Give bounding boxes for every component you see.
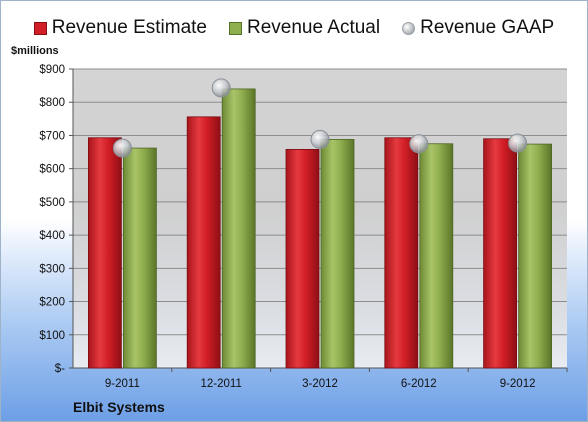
marker-revenue-gaap <box>211 78 231 98</box>
y-tick-label: $800 <box>39 97 65 109</box>
legend-swatch-actual <box>229 21 242 35</box>
bar-revenue-estimate <box>88 137 122 369</box>
bar-revenue-actual <box>123 147 157 369</box>
x-tick-label: 9-2011 <box>105 378 140 390</box>
marker-revenue-gaap <box>508 133 528 153</box>
y-tick-label: $- <box>55 363 65 375</box>
y-tick-label: $300 <box>39 263 65 275</box>
bar-revenue-actual <box>518 143 552 369</box>
x-tick-label: 3-2012 <box>302 378 338 390</box>
bar-revenue-estimate <box>384 137 419 369</box>
y-tick-label: $200 <box>39 297 65 309</box>
bar-revenue-estimate <box>285 148 320 369</box>
bar-revenue-actual <box>221 88 256 369</box>
x-tick-label: 12-2011 <box>201 378 242 390</box>
bar-revenue-estimate <box>483 138 518 369</box>
y-tick-label: $400 <box>39 230 65 242</box>
bar-revenue-actual <box>419 143 454 369</box>
x-tick-label: 9-2012 <box>500 378 536 390</box>
legend-swatch-gaap <box>402 21 416 35</box>
marker-revenue-gaap <box>310 129 330 149</box>
bar-revenue-actual <box>320 139 355 369</box>
x-tick-label: 6-2012 <box>401 378 437 390</box>
legend-item-estimate: Revenue Estimate <box>33 17 207 39</box>
y-axis-units-label: $millions <box>11 45 59 57</box>
legend-swatch-estimate <box>33 21 47 35</box>
legend-item-gaap: Revenue GAAP <box>402 17 554 39</box>
y-tick-label: $900 <box>39 64 65 76</box>
legend-label-actual: Revenue Actual <box>247 17 381 38</box>
marker-revenue-gaap <box>112 138 132 158</box>
y-tick-label: $700 <box>39 130 65 142</box>
legend-label-gaap: Revenue GAAP <box>420 17 555 38</box>
company-name: Elbit Systems <box>73 399 165 415</box>
y-tick-label: $100 <box>39 330 65 342</box>
y-tick-label: $500 <box>39 197 65 209</box>
marker-revenue-gaap <box>409 134 429 154</box>
bar-revenue-estimate <box>186 116 221 369</box>
legend-item-actual: Revenue Actual <box>229 17 380 39</box>
y-tick-label: $600 <box>39 164 65 176</box>
chart-legend: Revenue Estimate Revenue Actual Revenue … <box>9 17 579 39</box>
legend-label-estimate: Revenue Estimate <box>51 17 207 38</box>
